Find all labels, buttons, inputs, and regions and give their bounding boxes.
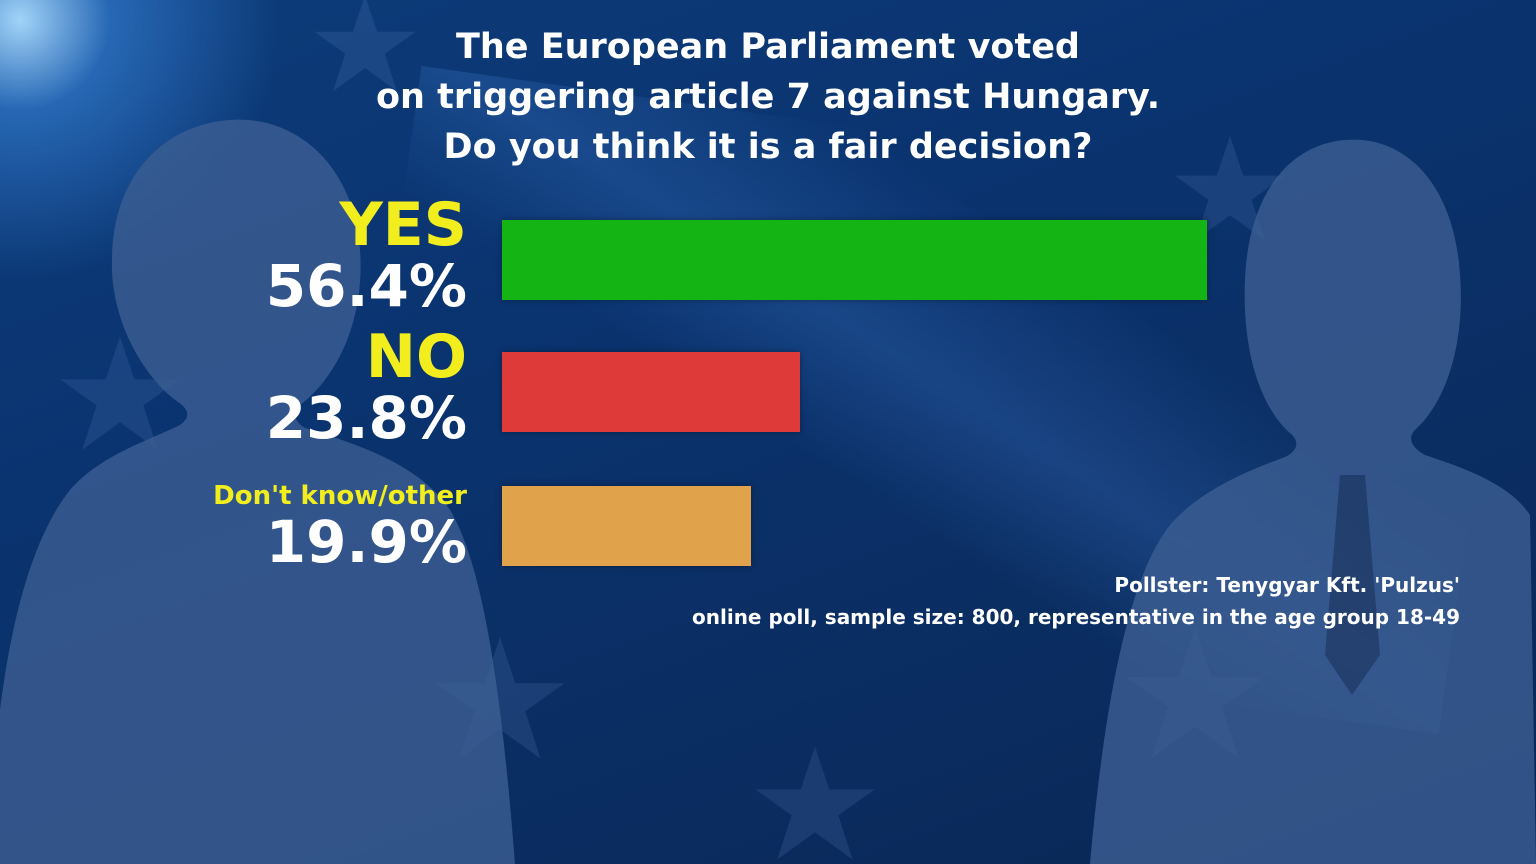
source-details: online poll, sample size: 800, represent…	[692, 605, 1460, 629]
category-label-no: NO	[365, 322, 467, 392]
source-pollster: Pollster: Tenygyar Kft. 'Pulzus'	[1114, 573, 1460, 597]
category-label-yes: YES	[339, 190, 467, 260]
star-icon	[435, 637, 565, 759]
left-person-silhouette	[0, 119, 515, 864]
title-line: on triggering article 7 against Hungary.	[375, 77, 1161, 117]
chart-title: The European Parliament voted on trigger…	[300, 22, 1236, 172]
value-label-no: 23.8%	[265, 384, 467, 452]
title-line: The European Parliament voted	[456, 27, 1080, 67]
right-person-silhouette	[1090, 139, 1536, 864]
bar-no	[502, 352, 800, 432]
bar-dont-know	[502, 486, 751, 566]
value-label-dont-know: 19.9%	[265, 508, 467, 576]
category-label-dont-know: Don't know/other	[213, 481, 467, 511]
star-icon	[1174, 136, 1286, 241]
value-label-yes: 56.4%	[265, 252, 467, 320]
star-icon	[314, 0, 416, 92]
title-line: Do you think it is a fair decision?	[443, 127, 1093, 167]
star-icon	[60, 336, 180, 450]
bar-yes	[502, 220, 1207, 300]
star-icon	[755, 746, 875, 860]
